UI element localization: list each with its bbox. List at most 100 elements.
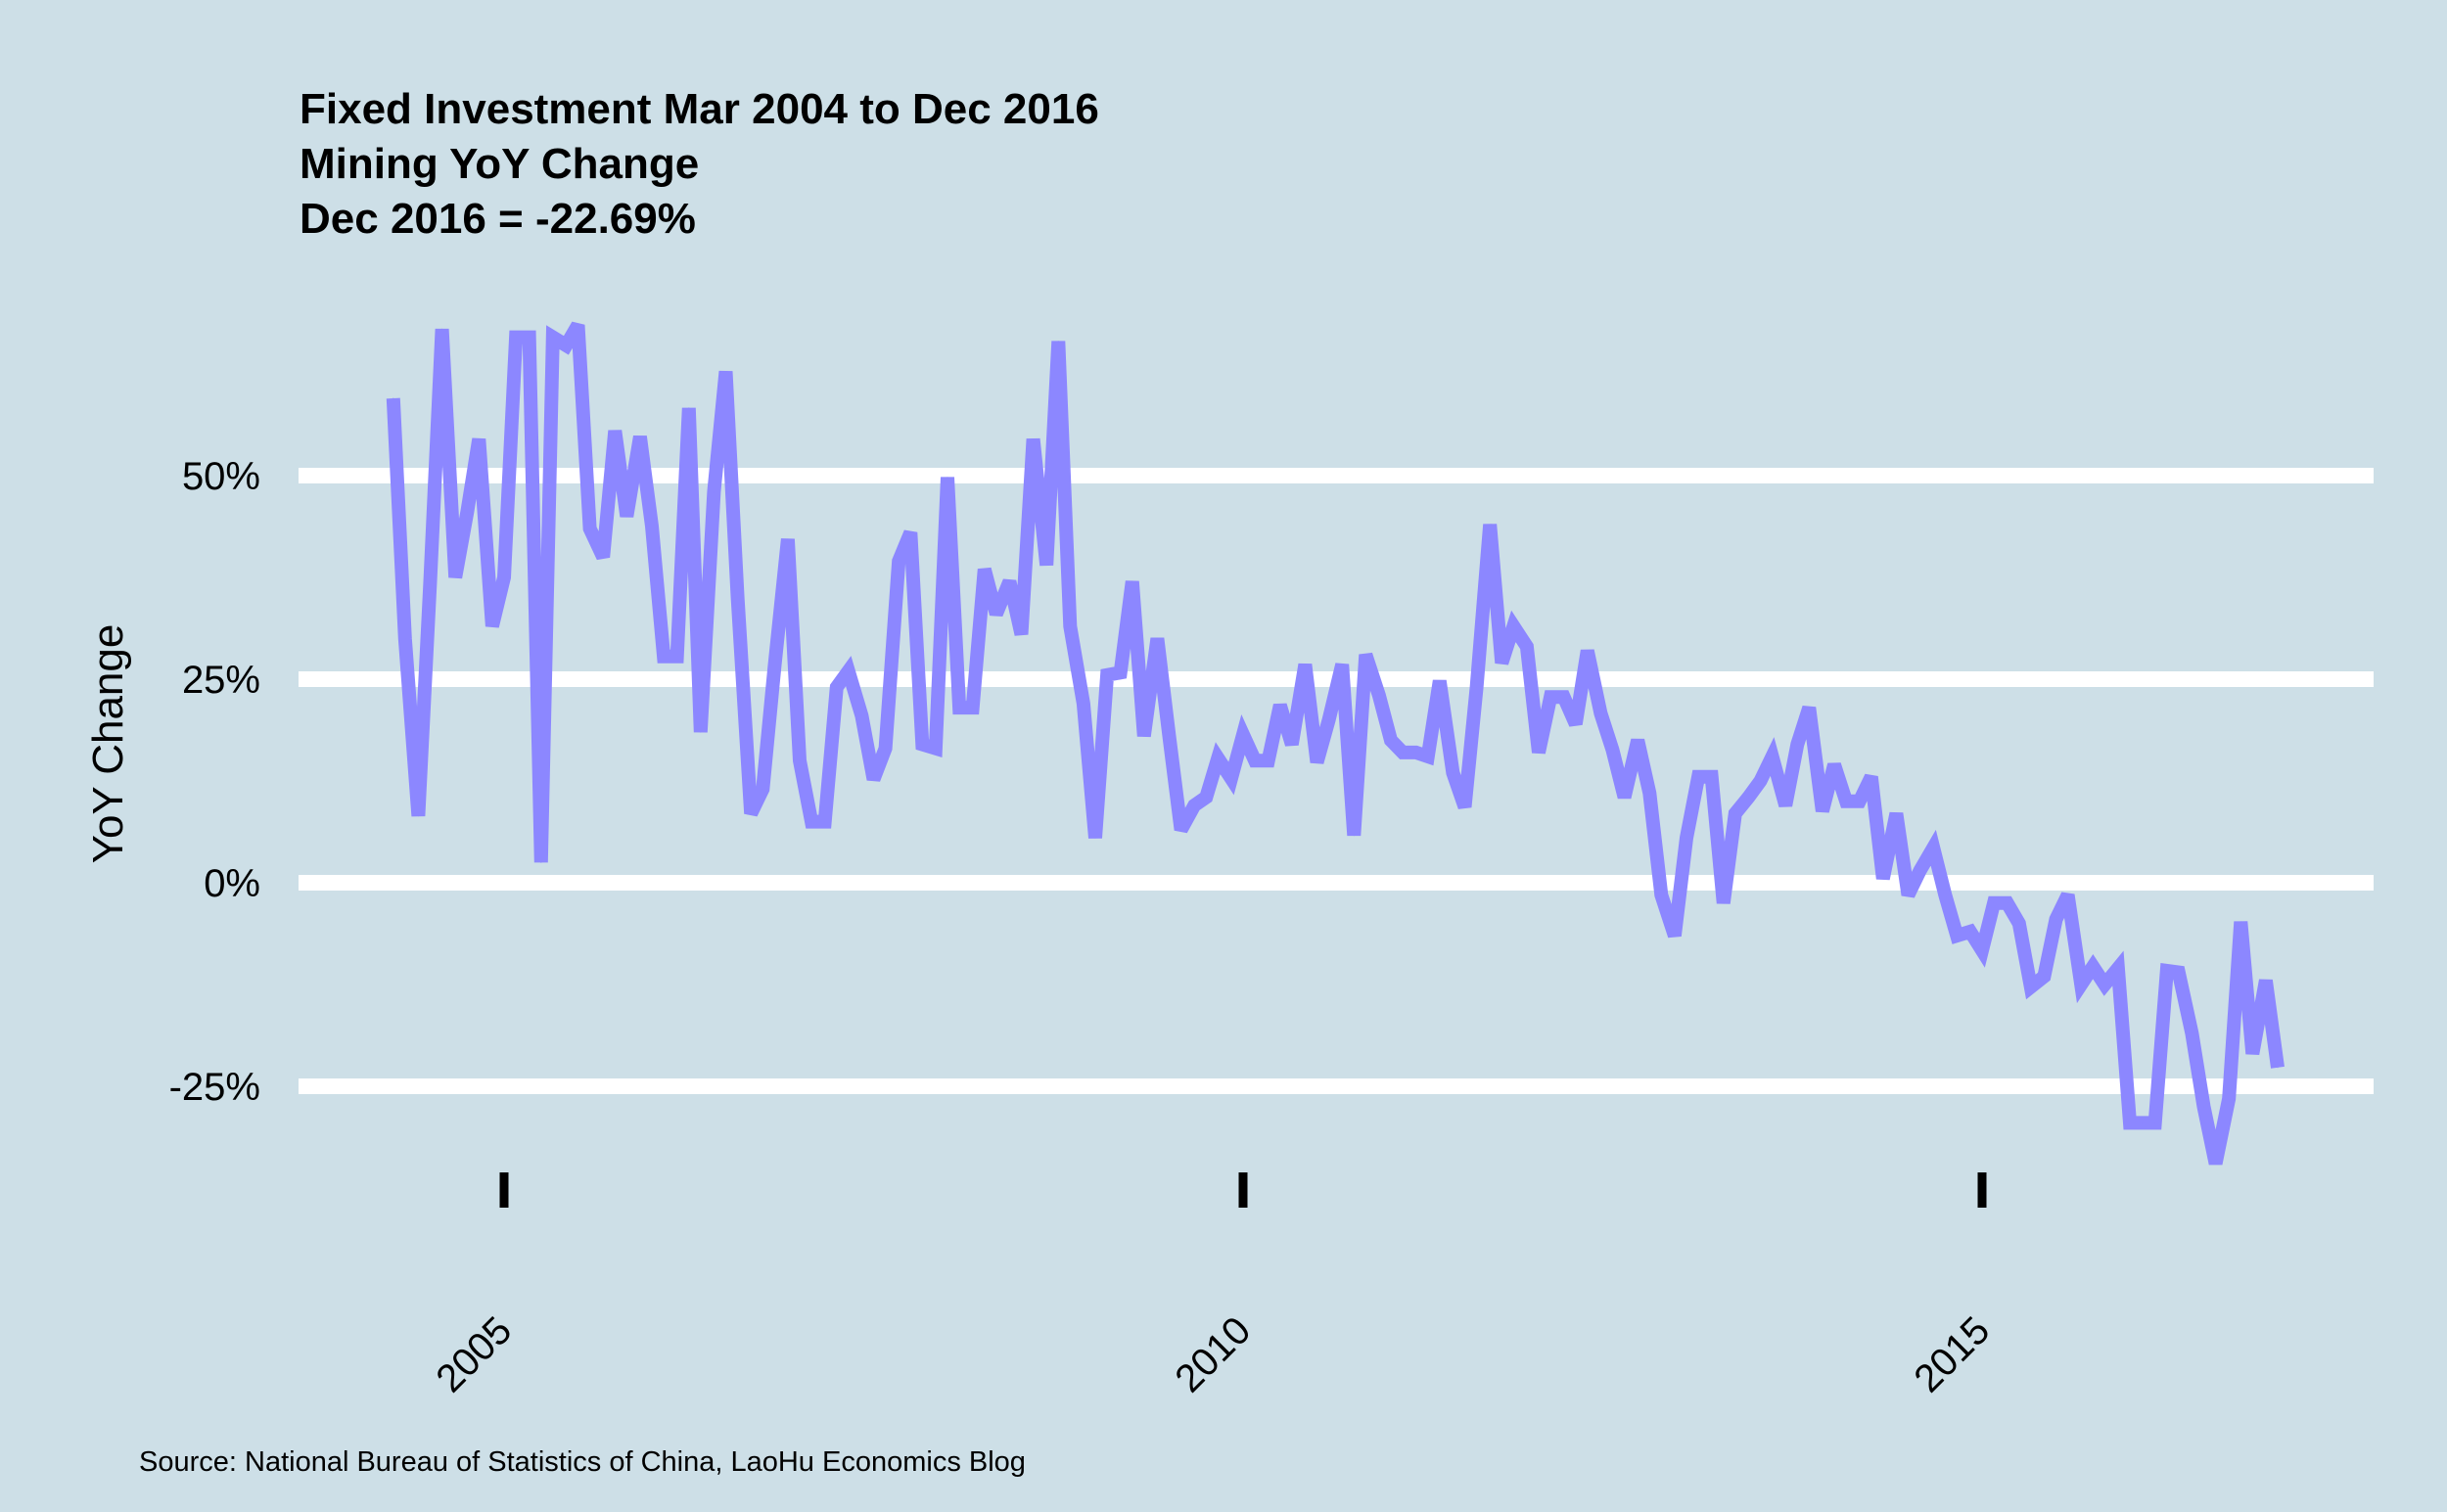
data-point xyxy=(1021,633,1022,635)
data-point xyxy=(1328,719,1330,721)
data-point xyxy=(1120,671,1122,673)
data-point xyxy=(1230,778,1232,779)
data-point xyxy=(1969,931,1971,933)
data-point xyxy=(1180,829,1182,831)
data-point xyxy=(1390,739,1392,741)
data-point xyxy=(1895,812,1897,814)
data-point xyxy=(2067,894,2069,895)
data-point xyxy=(1747,797,1749,799)
data-point xyxy=(441,328,443,330)
data-point xyxy=(1538,752,1540,754)
data-point xyxy=(972,707,974,709)
data-point xyxy=(1378,695,1380,697)
data-point xyxy=(491,625,493,627)
data-point xyxy=(1734,812,1736,814)
data-point xyxy=(466,511,468,513)
chart-title-line-1: Fixed Investment Mar 2004 to Dec 2016 xyxy=(300,85,1099,133)
data-point xyxy=(552,337,554,339)
y-axis-title: YoY Change xyxy=(84,624,132,864)
data-point xyxy=(1685,837,1687,839)
data-point xyxy=(478,438,480,440)
data-point xyxy=(713,491,715,493)
data-point xyxy=(1822,810,1824,812)
data-point xyxy=(860,714,862,716)
data-point xyxy=(885,748,887,750)
data-point xyxy=(1808,707,1810,709)
data-point xyxy=(1512,625,1514,627)
data-point xyxy=(1697,776,1699,778)
data-point xyxy=(1489,524,1491,526)
data-point xyxy=(1637,739,1639,741)
chart-title-line-3: Dec 2016 = -22.69% xyxy=(300,195,696,243)
y-tick-label: 0% xyxy=(204,862,260,905)
data-point xyxy=(515,337,517,339)
data-point xyxy=(1501,662,1502,664)
data-point xyxy=(1660,894,1662,895)
data-point xyxy=(2191,1032,2193,1034)
data-point xyxy=(430,580,431,582)
data-point xyxy=(1711,776,1713,778)
x-tick-label: 2015 xyxy=(1906,1308,1998,1400)
data-point xyxy=(1143,735,1145,737)
data-point xyxy=(2215,1163,2217,1165)
source-note: Source: National Bureau of Statistics of… xyxy=(139,1446,1026,1478)
data-point xyxy=(663,656,665,658)
data-point xyxy=(1341,664,1343,665)
data-point xyxy=(1254,759,1256,761)
data-point xyxy=(1624,797,1626,799)
data-point xyxy=(1217,757,1219,759)
data-point xyxy=(1919,870,1921,871)
data-point xyxy=(404,637,406,639)
data-point xyxy=(1415,752,1417,754)
data-point xyxy=(909,531,911,533)
data-point xyxy=(737,597,739,599)
data-point xyxy=(1069,625,1071,627)
data-point xyxy=(1723,902,1725,904)
data-point xyxy=(417,815,419,817)
data-point xyxy=(762,788,763,790)
data-point xyxy=(995,613,997,615)
data-point xyxy=(1784,804,1786,806)
data-point xyxy=(1674,935,1676,937)
data-point xyxy=(1094,837,1096,839)
data-point xyxy=(946,477,948,479)
data-point xyxy=(1008,580,1010,582)
data-point xyxy=(2166,970,2168,972)
data-point xyxy=(984,569,986,571)
data-point xyxy=(1106,674,1108,676)
data-point xyxy=(1353,835,1355,837)
data-point xyxy=(1796,744,1798,746)
data-point xyxy=(1760,780,1761,782)
data-point xyxy=(602,556,604,558)
data-point xyxy=(1772,756,1774,757)
data-point xyxy=(2277,1067,2279,1069)
data-point xyxy=(676,656,678,658)
data-point xyxy=(2018,923,2020,925)
data-point xyxy=(1993,902,1995,904)
data-point xyxy=(1612,749,1613,751)
data-point xyxy=(824,821,826,823)
data-point xyxy=(1452,772,1454,774)
data-point xyxy=(836,686,838,688)
data-point xyxy=(1205,797,1207,799)
data-point xyxy=(1242,734,1244,736)
data-point xyxy=(540,861,542,863)
data-point xyxy=(898,560,900,562)
data-point xyxy=(1169,735,1170,737)
y-tick-label: 25% xyxy=(182,659,260,702)
data-point xyxy=(1156,637,1158,639)
data-point xyxy=(1870,776,1872,778)
data-point xyxy=(1291,744,1293,746)
data-point xyxy=(639,435,641,437)
data-point xyxy=(921,744,923,746)
data-point xyxy=(1476,686,1478,688)
data-point xyxy=(565,344,567,346)
data-point xyxy=(935,748,937,750)
x-tick-label: 2010 xyxy=(1167,1308,1259,1400)
data-point xyxy=(577,324,578,326)
data-point xyxy=(1304,664,1306,665)
data-point xyxy=(1045,565,1047,566)
x-tick-label: 2005 xyxy=(428,1308,520,1400)
data-point xyxy=(1083,703,1085,705)
